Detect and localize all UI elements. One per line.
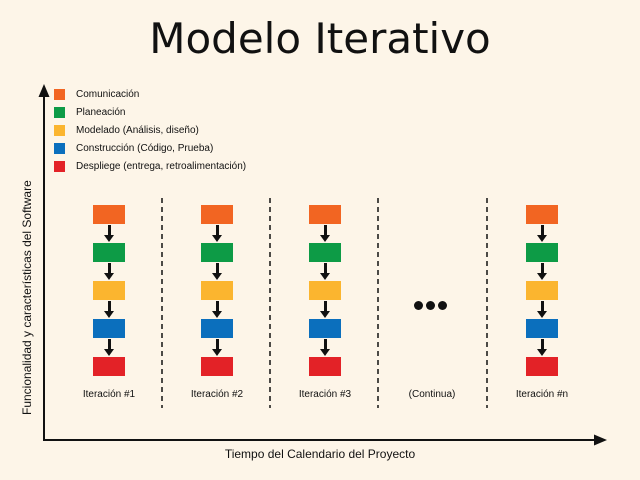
- diagram-title: Modelo Iterativo: [149, 14, 491, 63]
- down-arrow-icon: [201, 300, 233, 319]
- iteration-stack-n: [512, 205, 572, 376]
- phase-construccion: [201, 319, 233, 338]
- down-arrow-icon: [93, 262, 125, 281]
- phase-planeacion: [309, 243, 341, 262]
- y-axis-arrowhead: [38, 84, 50, 97]
- phase-construccion: [526, 319, 558, 338]
- down-arrow-icon: [526, 338, 558, 357]
- phase-construccion: [93, 319, 125, 338]
- phase-modelado: [526, 281, 558, 300]
- phase-despliege: [309, 357, 341, 376]
- down-arrow-icon: [526, 224, 558, 243]
- phase-construccion: [309, 319, 341, 338]
- iteration-label-continua: (Continua): [408, 389, 456, 400]
- legend-label: Modelado (Análisis, diseño): [76, 124, 199, 136]
- down-arrow-icon: [309, 300, 341, 319]
- x-axis-arrowhead: [594, 434, 607, 446]
- down-arrow-icon: [309, 262, 341, 281]
- phase-despliege: [93, 357, 125, 376]
- y-axis-label: Funcionalidad y características del Soft…: [20, 180, 34, 415]
- phase-planeacion: [93, 243, 125, 262]
- phase-comunicacion: [309, 205, 341, 224]
- legend-item-construccion: Construcción (Código, Prueba): [54, 139, 246, 157]
- iteration-label-1: Iteración #1: [82, 389, 136, 400]
- down-arrow-icon: [201, 224, 233, 243]
- phase-comunicacion: [93, 205, 125, 224]
- x-axis-label: Tiempo del Calendario del Proyecto: [224, 447, 416, 461]
- legend-label: Comunicación: [76, 88, 140, 100]
- legend-swatch: [54, 106, 65, 118]
- phase-modelado: [93, 281, 125, 300]
- iteration-label-3: Iteración #3: [298, 389, 352, 400]
- legend-label: Construcción (Código, Prueba): [76, 142, 214, 154]
- phase-modelado: [201, 281, 233, 300]
- legend-swatch: [54, 124, 65, 136]
- down-arrow-icon: [93, 338, 125, 357]
- legend: Comunicación Planeación Modelado (Anális…: [54, 85, 246, 175]
- phase-despliege: [201, 357, 233, 376]
- iteration-stack-2: [187, 205, 247, 376]
- ellipsis-icon: [414, 296, 450, 310]
- iteration-stack-1: [79, 205, 139, 376]
- legend-item-modelado: Modelado (Análisis, diseño): [54, 121, 246, 139]
- iteration-label-n: Iteración #n: [515, 389, 569, 400]
- legend-label: Despliege (entrega, retroalimentación): [76, 160, 247, 172]
- down-arrow-icon: [93, 300, 125, 319]
- down-arrow-icon: [201, 338, 233, 357]
- phase-despliege: [526, 357, 558, 376]
- down-arrow-icon: [93, 224, 125, 243]
- down-arrow-icon: [309, 224, 341, 243]
- phase-comunicacion: [526, 205, 558, 224]
- legend-item-planeacion: Planeación: [54, 103, 246, 121]
- legend-swatch: [54, 160, 65, 172]
- legend-swatch: [54, 88, 65, 100]
- down-arrow-icon: [526, 262, 558, 281]
- phase-comunicacion: [201, 205, 233, 224]
- iteration-stack-3: [295, 205, 355, 376]
- phase-planeacion: [201, 243, 233, 262]
- legend-item-despliege: Despliege (entrega, retroalimentación): [54, 157, 246, 175]
- down-arrow-icon: [201, 262, 233, 281]
- legend-item-comunicacion: Comunicación: [54, 85, 246, 103]
- legend-swatch: [54, 142, 65, 154]
- down-arrow-icon: [526, 300, 558, 319]
- legend-label: Planeación: [76, 106, 126, 118]
- down-arrow-icon: [309, 338, 341, 357]
- phase-planeacion: [526, 243, 558, 262]
- iteration-label-2: Iteración #2: [190, 389, 244, 400]
- phase-modelado: [309, 281, 341, 300]
